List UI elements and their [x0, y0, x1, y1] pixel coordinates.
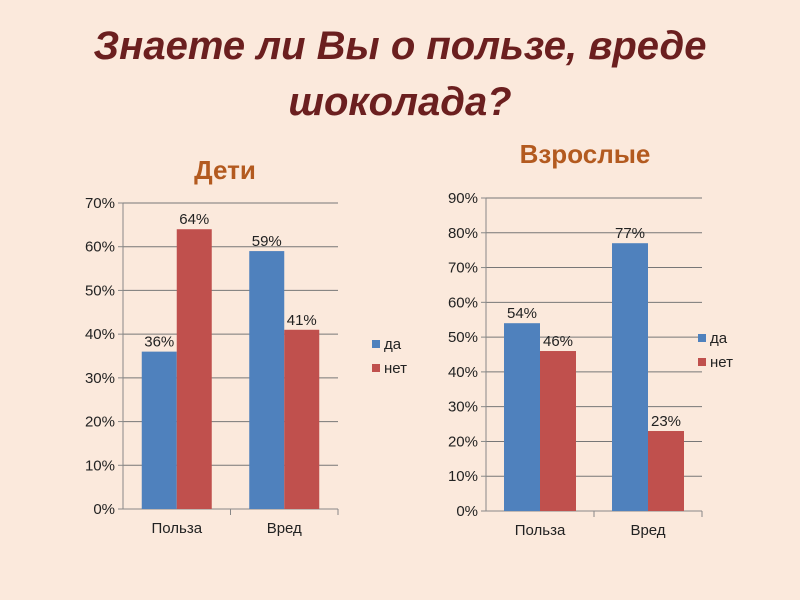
y-tick-label: 10%	[448, 468, 478, 485]
data-label: 41%	[287, 312, 317, 329]
x-tick-label: Польза	[151, 520, 202, 537]
data-label: 77%	[615, 225, 645, 242]
legend-label-да: да	[710, 330, 728, 347]
x-tick-label: Вред	[630, 522, 665, 539]
y-tick-label: 40%	[448, 364, 478, 381]
legend-swatch-да	[372, 340, 380, 348]
y-tick-label: 30%	[85, 370, 115, 387]
y-tick-label: 60%	[448, 294, 478, 311]
x-tick-label: Польза	[515, 522, 566, 539]
y-tick-label: 40%	[85, 326, 115, 343]
legend-label-нет: нет	[384, 360, 407, 377]
y-tick-label: 70%	[85, 195, 115, 212]
legend-label-нет: нет	[710, 354, 733, 371]
bar-нет-Польза	[176, 229, 212, 509]
y-tick-label: 30%	[448, 399, 478, 416]
bar-нет-Польза	[540, 351, 576, 511]
bar-нет-Вред	[648, 431, 684, 511]
page-title: Знаете ли Вы о пользе, вреде шоколада?	[93, 24, 707, 124]
y-tick-label: 50%	[448, 329, 478, 346]
legend-swatch-нет	[698, 358, 706, 366]
data-label: 59%	[252, 233, 282, 250]
bar-да-Польза	[504, 323, 540, 511]
chart-title-children: Дети	[194, 155, 256, 185]
y-tick-label: 10%	[85, 457, 115, 474]
data-label: 23%	[651, 413, 681, 430]
legend-label-да: да	[384, 336, 402, 353]
y-tick-label: 60%	[85, 239, 115, 256]
data-label: 46%	[543, 333, 573, 350]
data-label: 64%	[179, 211, 209, 228]
y-tick-label: 80%	[448, 225, 478, 242]
x-tick-label: Вред	[267, 520, 302, 537]
data-label: 54%	[507, 305, 537, 322]
y-tick-label: 20%	[85, 414, 115, 431]
bar-нет-Вред	[284, 329, 320, 509]
bar-да-Вред	[249, 251, 285, 510]
y-tick-label: 50%	[85, 282, 115, 299]
y-tick-label: 90%	[448, 190, 478, 207]
y-tick-label: 70%	[448, 260, 478, 277]
legend-swatch-да	[698, 334, 706, 342]
legend-swatch-нет	[372, 364, 380, 372]
y-tick-label: 0%	[456, 503, 478, 520]
y-tick-label: 0%	[93, 501, 115, 518]
y-tick-label: 20%	[448, 433, 478, 450]
chart-title-adults: Взрослые	[519, 139, 651, 169]
bar-да-Вред	[612, 243, 648, 511]
bar-да-Польза	[141, 351, 177, 509]
data-label: 36%	[144, 334, 174, 351]
